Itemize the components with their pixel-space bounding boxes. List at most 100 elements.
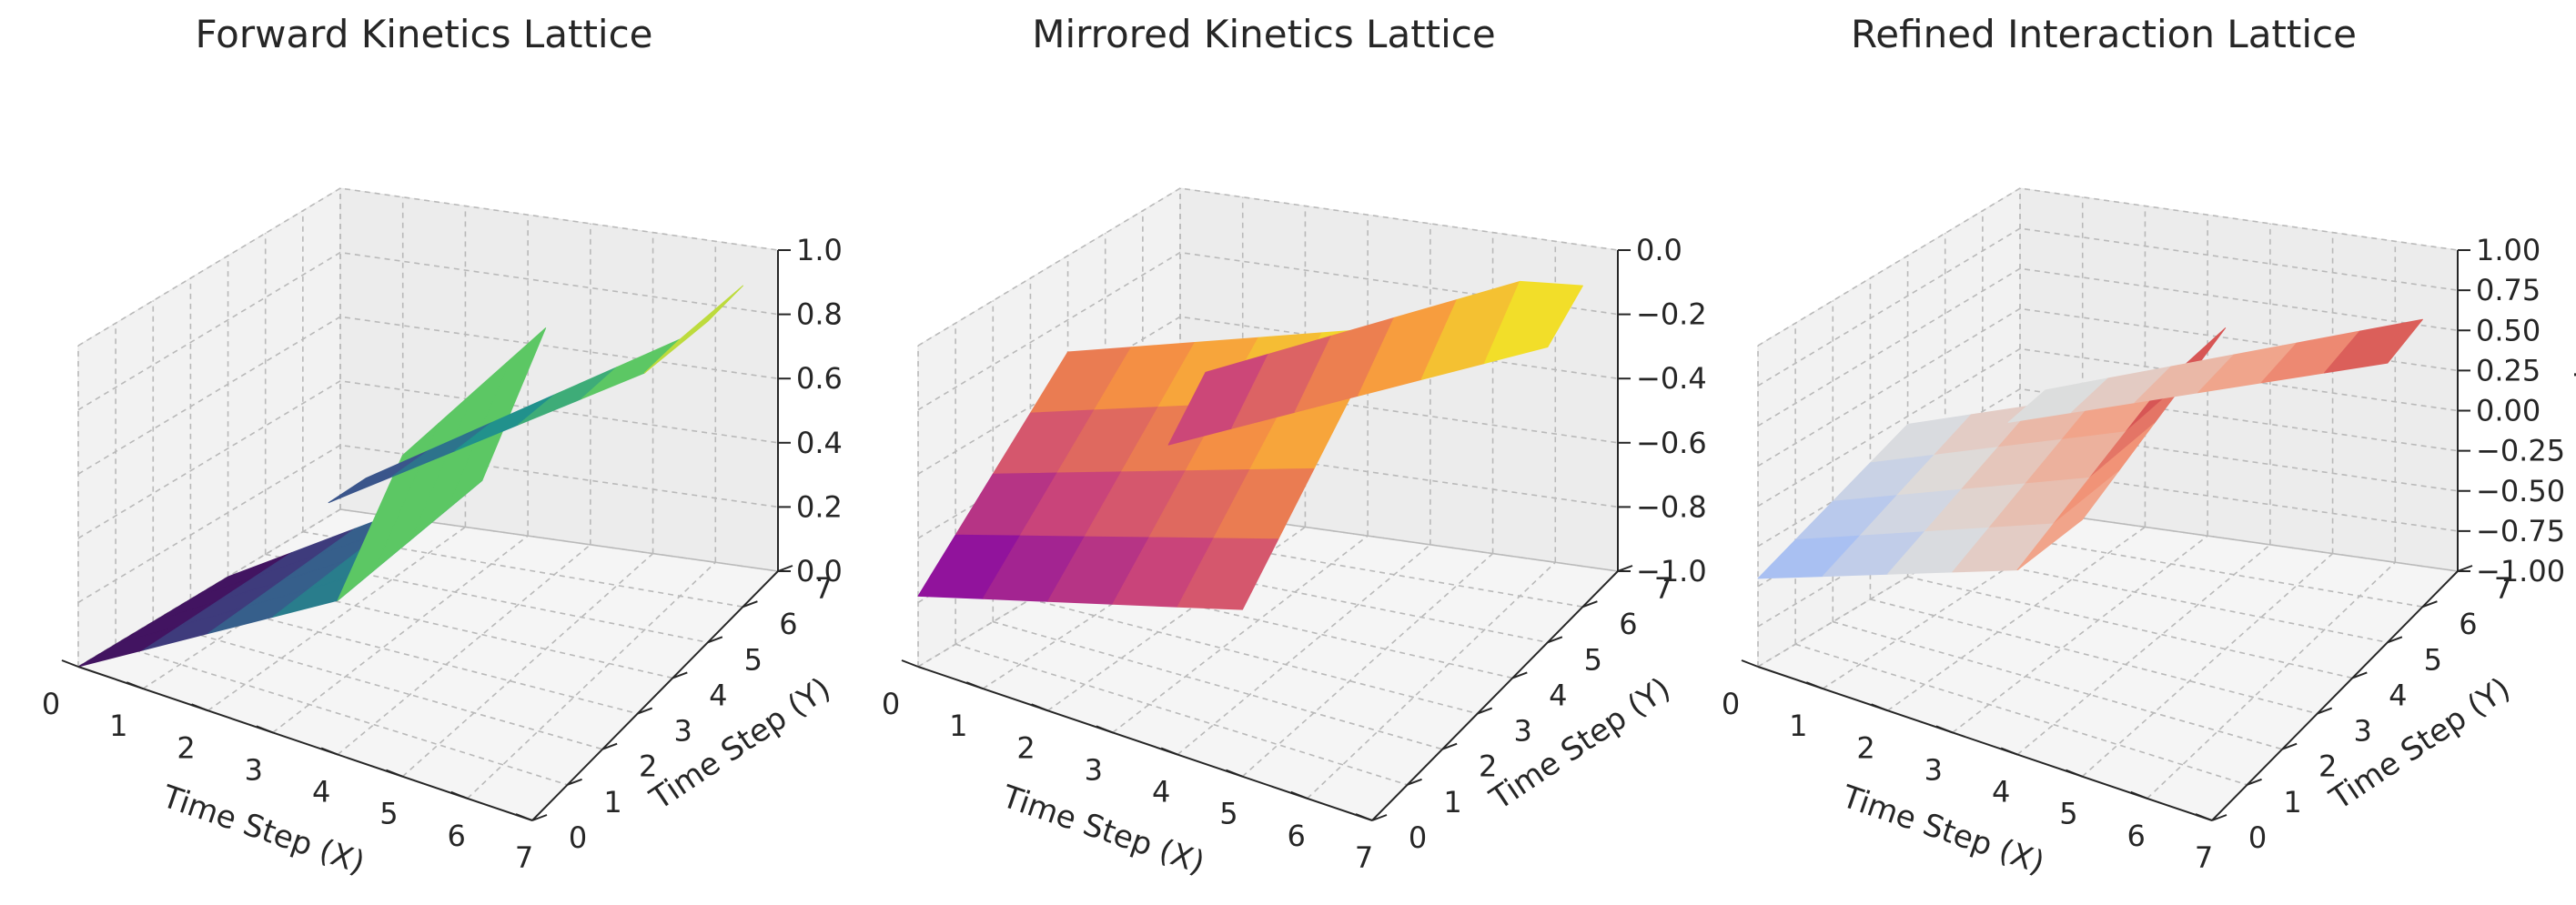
y-tick-mark (1547, 636, 1563, 644)
y-tick-label: 7 (2494, 571, 2512, 606)
z-tick-label: 0.0 (1636, 233, 1682, 267)
x-tick-label: 4 (1152, 775, 1170, 809)
z-tick-label: −0.75 (2476, 514, 2565, 548)
y-tick-label: 0 (569, 820, 587, 855)
z-tick-label: −0.25 (2476, 434, 2565, 468)
y-tick-mark (601, 742, 618, 750)
panel-3: 0123456701234567−1.00−0.75−0.50−0.250.00… (1722, 12, 2576, 881)
y-tick-mark (2317, 707, 2333, 715)
y-tick-mark (637, 707, 653, 715)
x-tick-label: 7 (1355, 840, 1373, 875)
grid-line (1307, 561, 1556, 799)
grid-line (1870, 598, 2318, 715)
x-tick-label: 0 (882, 687, 900, 721)
grid-line (917, 251, 1619, 411)
y-axis-line (531, 570, 779, 821)
x-tick-label: 2 (177, 730, 195, 765)
x-tick-label: 5 (1219, 797, 1237, 831)
grid-line (1112, 535, 1369, 734)
x-tick-mark (1096, 725, 1114, 734)
y-tick-label: 1 (2283, 785, 2301, 820)
x-tick-mark (1031, 703, 1048, 712)
x-tick-label: 1 (949, 709, 967, 743)
y-tick-label: 5 (744, 642, 763, 677)
x-tick-label: 1 (109, 709, 127, 743)
x-tick-label: 0 (42, 687, 60, 721)
x-tick-label: 0 (1722, 687, 1740, 721)
y-axis-label: Time Step (Y) (1483, 670, 1677, 818)
x-tick-label: 3 (245, 752, 263, 787)
x-tick-mark (61, 659, 79, 668)
x-tick-label: 2 (1016, 730, 1035, 765)
z-tick-label: 0.0 (796, 554, 843, 588)
x-tick-label: 3 (1085, 752, 1103, 787)
y-tick-mark (2281, 742, 2298, 750)
grid-line (917, 316, 1619, 475)
y-tick-label: 6 (779, 607, 797, 641)
surface-sheet (328, 285, 743, 504)
z-tick-label: 0.8 (796, 297, 843, 332)
surface-sheet (2007, 318, 2423, 423)
grid-line (1982, 530, 2423, 608)
y-tick-mark (2247, 778, 2262, 786)
grid-line (337, 544, 591, 756)
z-tick-label: −1.0 (1636, 554, 1707, 588)
chart-title: Refined Interaction Lattice (1851, 12, 2357, 56)
surface-cell (643, 285, 743, 374)
y-tick-label: 5 (1584, 642, 1602, 677)
grid-line (77, 187, 779, 347)
z-tick-label: −0.4 (1636, 361, 1707, 396)
y-axis-label: Time Step (Y) (643, 670, 837, 818)
x-tick-mark (901, 659, 919, 668)
y-tick-label: 7 (814, 571, 833, 606)
y-tick-label: 2 (639, 749, 657, 784)
x-tick-mark (965, 681, 984, 690)
grid-line (77, 379, 779, 539)
x-tick-label: 6 (448, 819, 466, 853)
y-tick-mark (1511, 671, 1528, 679)
grid-line (1757, 267, 2459, 427)
surface-cell (2016, 471, 2119, 571)
grid-line (1833, 620, 2283, 750)
x-tick-mark (1160, 747, 1178, 756)
z-tick-label: 0.00 (2476, 394, 2541, 428)
grid-line (1757, 227, 2459, 387)
y-tick-mark (1371, 814, 1388, 821)
y-tick-mark (1582, 600, 1598, 608)
y-tick-label: 1 (603, 785, 621, 820)
x-tick-mark (1805, 681, 1823, 690)
x-tick-mark (256, 725, 274, 734)
grid-line (1822, 518, 2084, 689)
grid-line (153, 620, 603, 750)
x-tick-label: 5 (2059, 797, 2077, 831)
surface-cell (1483, 280, 1583, 364)
surface-sheet (77, 327, 547, 668)
x-tick-mark (1741, 659, 1759, 668)
y-tick-mark (742, 600, 758, 608)
x-tick-label: 7 (2195, 840, 2213, 875)
surface-sheet (1757, 327, 2227, 579)
x-tick-mark (1935, 725, 1954, 734)
chart-title: Forward Kinetics Lattice (195, 12, 652, 56)
x-tick-mark (386, 769, 403, 778)
grid-line (1757, 307, 2459, 468)
x-tick-mark (1355, 813, 1373, 821)
panel-2: 0123456701234567−1.0−0.8−0.6−0.4−0.20.0T… (882, 12, 1707, 881)
grid-line (77, 251, 779, 411)
z-tick-label: 0.50 (2476, 313, 2541, 347)
z-tick-label: −0.8 (1636, 489, 1707, 524)
grid-line (1757, 187, 2459, 347)
x-tick-mark (320, 747, 338, 756)
x-tick-mark (2130, 790, 2148, 799)
x-tick-mark (1226, 769, 1243, 778)
y-tick-mark (707, 636, 723, 644)
grid-line (1177, 544, 1431, 756)
x-tick-mark (515, 813, 533, 821)
y-tick-label: 3 (2354, 714, 2372, 749)
y-tick-mark (1407, 778, 1422, 786)
x-axis-label: Time Step (X) (1836, 779, 2048, 882)
y-tick-mark (531, 814, 548, 821)
y-tick-mark (567, 778, 582, 786)
y-tick-label: 0 (1409, 820, 1427, 855)
z-tick-label: 0.75 (2476, 273, 2541, 307)
